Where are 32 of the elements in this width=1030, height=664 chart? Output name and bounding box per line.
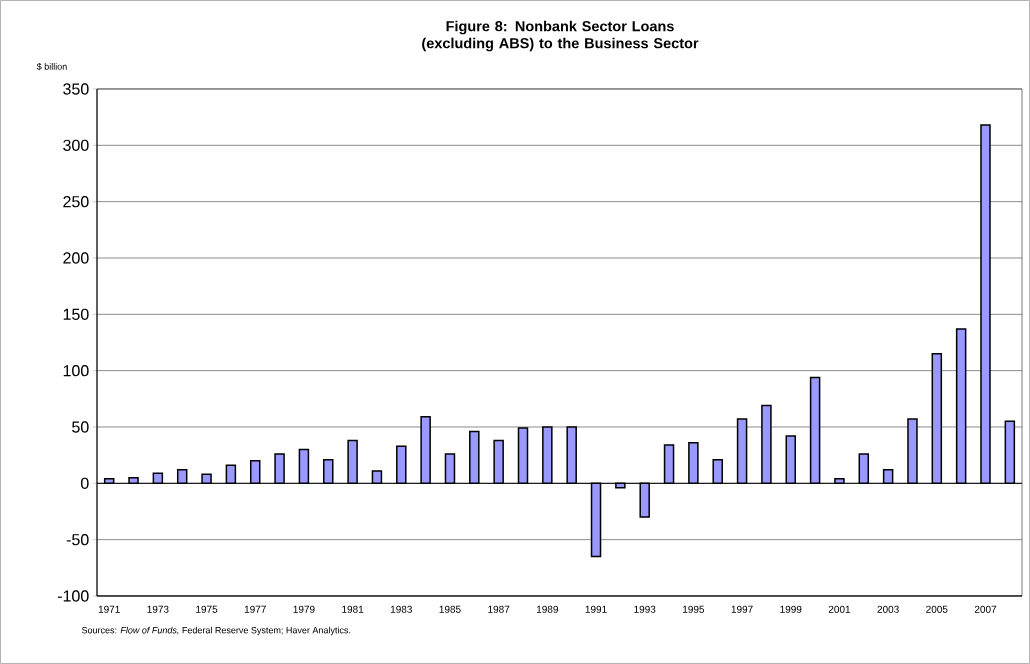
x-tick-label: 1999 — [780, 605, 802, 613]
y-tick-label: 50 — [72, 421, 89, 433]
y-tick-label: 300 — [63, 139, 89, 151]
x-tick-label: 2007 — [974, 605, 997, 613]
x-tick-label: 1995 — [683, 605, 705, 613]
y-tick-label: 100 — [63, 364, 89, 377]
source-note: Sources: Flow of Funds, Federal Reserve System; Haver Analytics. — [81, 626, 351, 636]
x-tick-label: 1971 — [98, 605, 120, 613]
x-tick-label: 1975 — [196, 605, 218, 613]
x-tick-label: 2003 — [877, 605, 899, 613]
y-tick-label: 0 — [80, 477, 89, 489]
x-tick-label: 1987 — [488, 605, 510, 613]
x-tick-label: 1981 — [342, 605, 364, 613]
x-tick-label: 1977 — [244, 605, 266, 613]
x-tick-label: 2001 — [828, 605, 851, 613]
x-tick-label: 2005 — [926, 605, 948, 613]
x-tick-label: 1993 — [634, 605, 656, 613]
y-tick-label: 350 — [63, 83, 89, 95]
x-tick-label: 1973 — [147, 605, 169, 613]
y-axis-title: $ billion — [36, 62, 67, 71]
x-tick-label: 1979 — [293, 605, 315, 613]
y-tick-label: 200 — [63, 252, 89, 264]
y-tick-label: -50 — [66, 533, 89, 546]
y-tick-label: 250 — [63, 195, 89, 208]
y-tick-label: 150 — [63, 308, 89, 320]
x-tick-label: 1983 — [390, 605, 412, 613]
x-tick-label: 1985 — [439, 605, 461, 613]
x-tick-label: 1991 — [585, 605, 607, 613]
y-tick-label: -100 — [57, 590, 89, 602]
x-tick-label: 1997 — [731, 605, 753, 613]
x-tick-label: 1989 — [536, 605, 558, 613]
chart-title: Figure 8: Nonbank Sector Loans (excluding ABS) to the Business Sector — [422, 20, 699, 52]
